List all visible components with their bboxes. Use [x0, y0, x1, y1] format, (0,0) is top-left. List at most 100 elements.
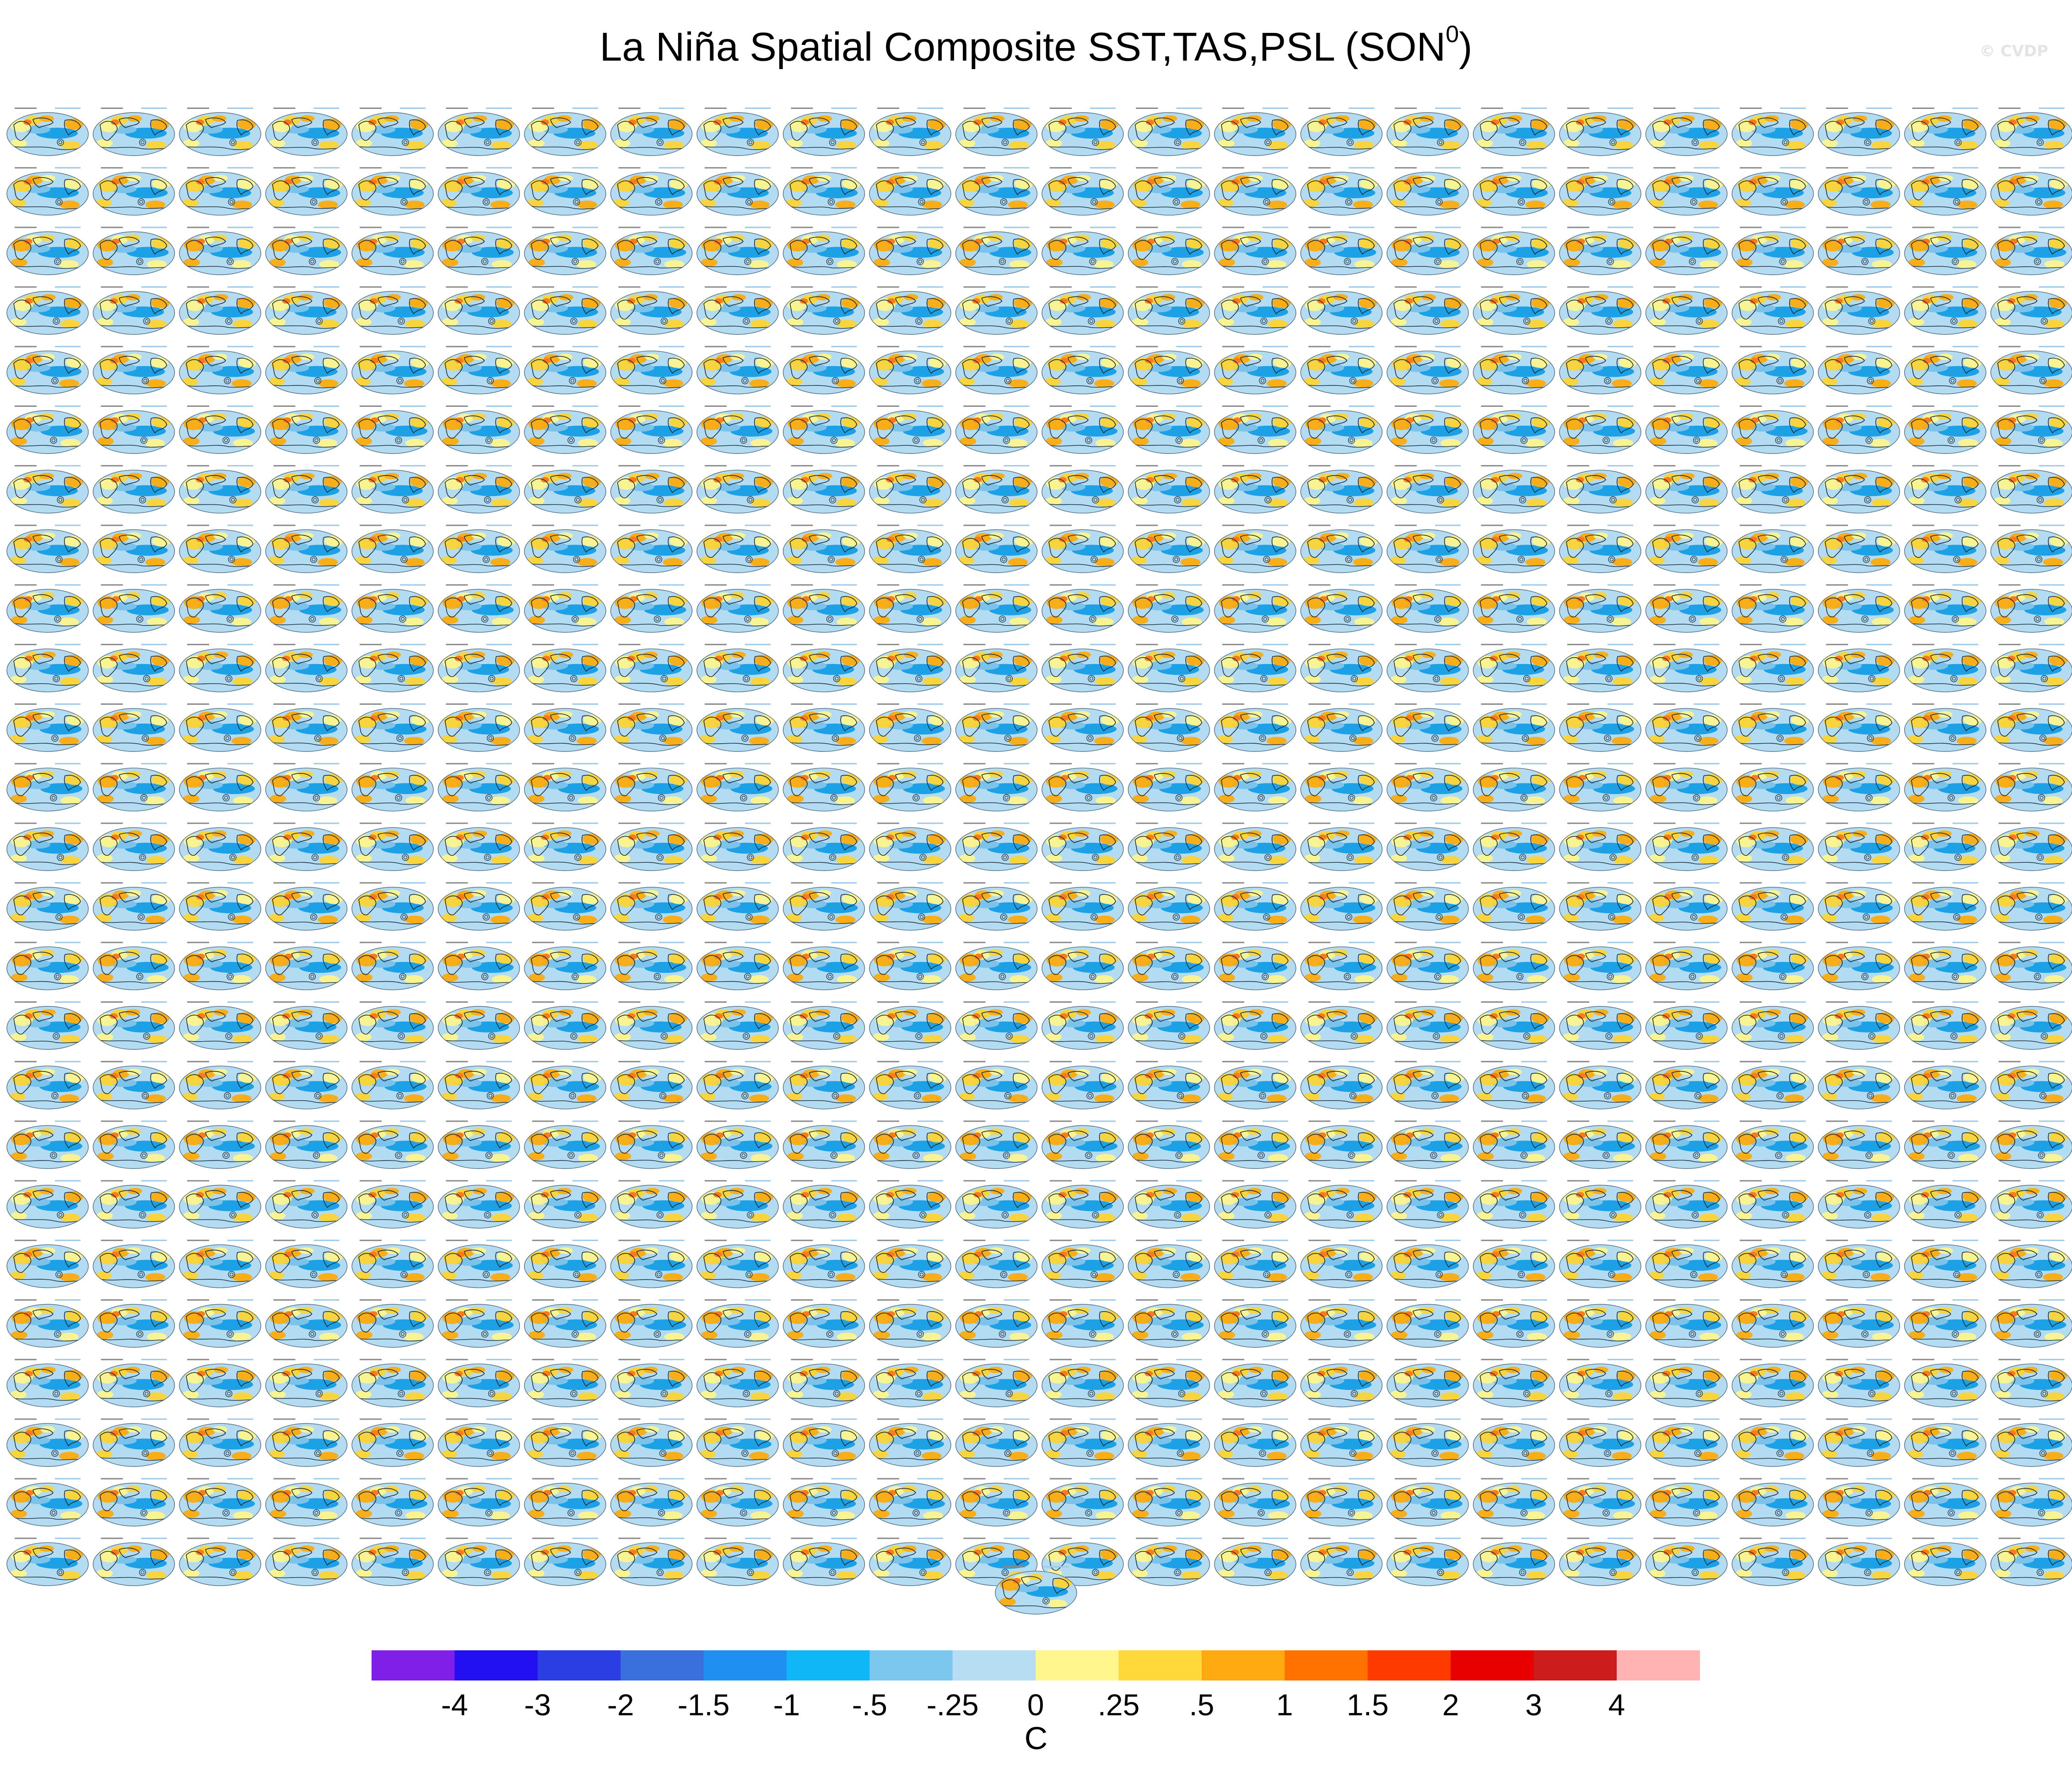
map-panel: [1990, 464, 2072, 514]
map-panel: [264, 226, 349, 276]
map-panel: [1127, 1417, 1211, 1468]
map-panel: [1041, 524, 1125, 574]
title-close-paren: ): [1459, 24, 1473, 70]
map-panel: [696, 941, 780, 991]
title-text: La Niña Spatial Composite SST,TAS,PSL (S…: [599, 24, 1446, 70]
map-panel: [696, 821, 780, 872]
map-panel: [868, 405, 952, 455]
map-panel: [955, 643, 1039, 693]
map-panel: [955, 1298, 1039, 1349]
map-panel: [955, 1239, 1039, 1289]
map-panel: [1645, 1119, 1729, 1170]
map-panel: [1213, 107, 1297, 157]
map-panel: [437, 702, 521, 753]
map-panel: [1558, 941, 1642, 991]
map-panel: [1300, 345, 1384, 395]
map-panel: [696, 1298, 780, 1349]
map-panel: [351, 405, 435, 455]
map-panel: [5, 524, 90, 574]
map-panel: [782, 702, 866, 753]
colorbar-swatch: [952, 1650, 1036, 1681]
map-panel: [1213, 702, 1297, 753]
map-panel: [1731, 762, 1815, 812]
colorbar: -4 -3 -2 -1.5 -1 -.5 -.25 0 .25 .5 1 1.5 2 3 4 C: [372, 1650, 1700, 1756]
map-panel: [351, 821, 435, 872]
map-panel: [1731, 464, 1815, 514]
map-panel: [1472, 464, 1556, 514]
map-panel: [1127, 881, 1211, 932]
map-panel: [1990, 1000, 2072, 1051]
map-panel: [5, 226, 90, 276]
map-panel: [1213, 762, 1297, 812]
map-panel: [178, 464, 262, 514]
map-panel: [1213, 1358, 1297, 1408]
map-panel: [1127, 1179, 1211, 1230]
map-panel: [782, 405, 866, 455]
map-panel: [1817, 405, 1901, 455]
map-panel: [1817, 1537, 1901, 1587]
map-panel: [1903, 584, 1987, 634]
map-panel: [1127, 107, 1211, 157]
map-panel: [1645, 286, 1729, 336]
map-panel: [696, 107, 780, 157]
map-panel: [955, 166, 1039, 216]
map-panel: [1558, 1179, 1642, 1230]
map-panel: [696, 464, 780, 514]
map-panel: [782, 166, 866, 216]
map-panel: [178, 1477, 262, 1528]
map-panel: [351, 643, 435, 693]
map-panel: [523, 1537, 607, 1587]
map-panel: [92, 345, 176, 395]
map-panel: [92, 464, 176, 514]
map-panel: [1990, 881, 2072, 932]
map-panel: [1300, 464, 1384, 514]
watermark: © CVDP: [1979, 42, 2048, 60]
map-panel: [696, 1537, 780, 1587]
map-panel: [1558, 286, 1642, 336]
map-panel: [1127, 1477, 1211, 1528]
map-panel: [1903, 166, 1987, 216]
map-panel: [1041, 1060, 1125, 1110]
map-panel: [1731, 1477, 1815, 1528]
map-panel: [1300, 1537, 1384, 1587]
map-panel: [178, 1060, 262, 1110]
map-panel: [178, 1239, 262, 1289]
map-panel: [1213, 1417, 1297, 1468]
map-panel: [437, 584, 521, 634]
map-panel: [1817, 345, 1901, 395]
map-panel: [178, 405, 262, 455]
map-panel: [782, 226, 866, 276]
map-panel: [1472, 1239, 1556, 1289]
map-panel: [351, 1239, 435, 1289]
colorbar-tick-label: 1: [1276, 1688, 1293, 1722]
map-panel: [1300, 821, 1384, 872]
map-panel: [178, 1179, 262, 1230]
map-panel: [1386, 1179, 1470, 1230]
map-panel: [1817, 881, 1901, 932]
map-panel: [955, 107, 1039, 157]
map-panel: [696, 881, 780, 932]
map-panel: [1300, 643, 1384, 693]
map-panel: [523, 524, 607, 574]
map-panel: [1041, 584, 1125, 634]
map-panel: [696, 166, 780, 216]
map-panel: [868, 1537, 952, 1587]
map-panel: [92, 941, 176, 991]
map-panel: [437, 881, 521, 932]
map-panel: [92, 1119, 176, 1170]
map-panel: [1472, 1000, 1556, 1051]
colorbar-swatch: [1533, 1650, 1617, 1681]
map-panel: [5, 1239, 90, 1289]
map-panel: [1386, 1119, 1470, 1170]
map-panel: [1903, 226, 1987, 276]
map-panel: [782, 941, 866, 991]
map-panel: [5, 643, 90, 693]
map-panel: [92, 1537, 176, 1587]
map-panel: [5, 941, 90, 991]
map-panel: [1731, 1179, 1815, 1230]
map-panel: [1127, 166, 1211, 216]
map-panel: [1472, 107, 1556, 157]
map-panel: [1731, 286, 1815, 336]
map-panel: [523, 1119, 607, 1170]
